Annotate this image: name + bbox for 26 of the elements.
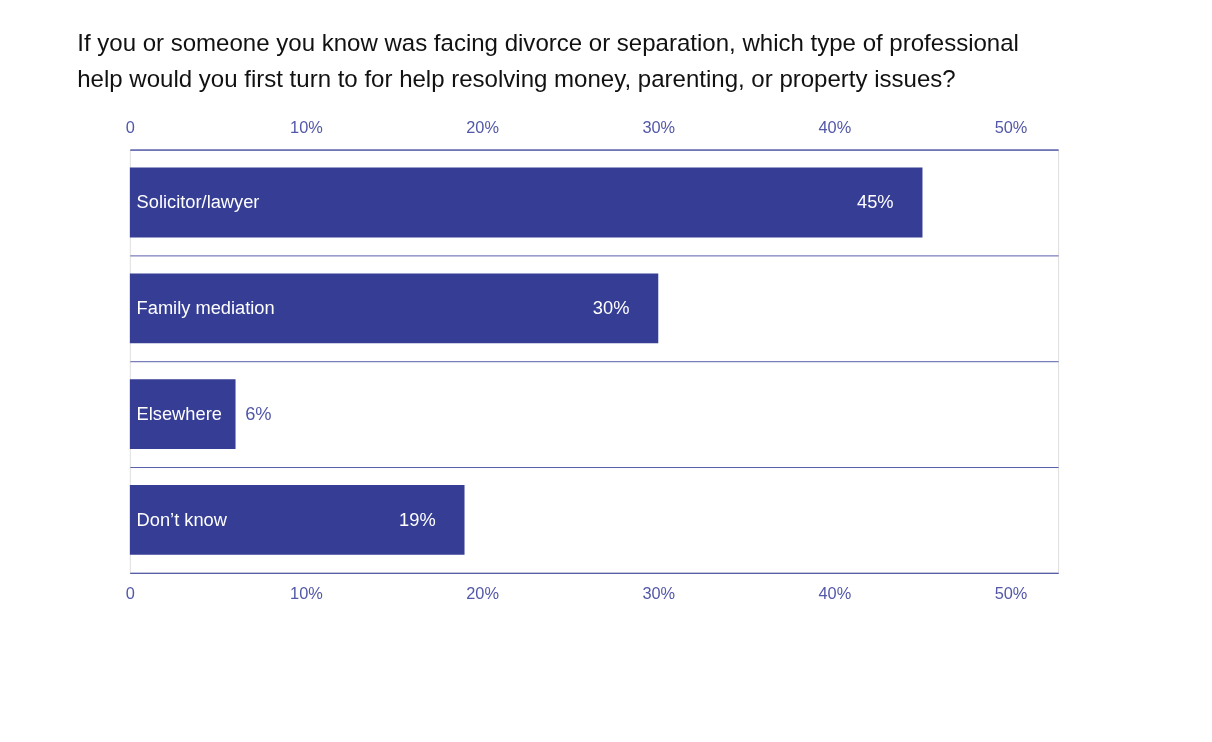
x-tick-label: 10% xyxy=(290,584,323,603)
y-tick-label: Don’t know xyxy=(136,508,228,530)
bar xyxy=(129,167,923,238)
data-label: 6% xyxy=(245,402,272,424)
x2-tick-label: 20% xyxy=(466,117,499,136)
y-tick-label: Family mediation xyxy=(136,297,275,319)
bar xyxy=(129,379,236,450)
text: If you or someone you know was facing divorce or separation, which type of professional xyxy=(77,28,1019,56)
x-tick-label: 30% xyxy=(642,584,676,603)
y-tick-label: Elsewhere xyxy=(136,402,222,424)
x-tick-label: 40% xyxy=(818,584,852,603)
x2-tick-label: 0 xyxy=(125,117,135,136)
x2-tick-label: 40% xyxy=(818,117,852,136)
y-tick-label: Solicitor/lawyer xyxy=(136,191,260,213)
x2-tick-label: 30% xyxy=(642,117,676,136)
x-tick-label: 50% xyxy=(994,584,1028,603)
data-label: 45% xyxy=(857,191,894,213)
x2-tick-label: 50% xyxy=(994,117,1028,136)
text: help would you first turn to for help resolving money, parenting, or property issues? xyxy=(77,65,956,93)
bar xyxy=(129,273,659,344)
x-tick-label: 0 xyxy=(125,584,135,603)
x2-tick-label: 10% xyxy=(290,117,323,136)
data-label: 30% xyxy=(592,297,630,319)
x-tick-label: 20% xyxy=(466,584,499,603)
bar xyxy=(129,485,465,555)
data-label: 19% xyxy=(399,508,436,530)
